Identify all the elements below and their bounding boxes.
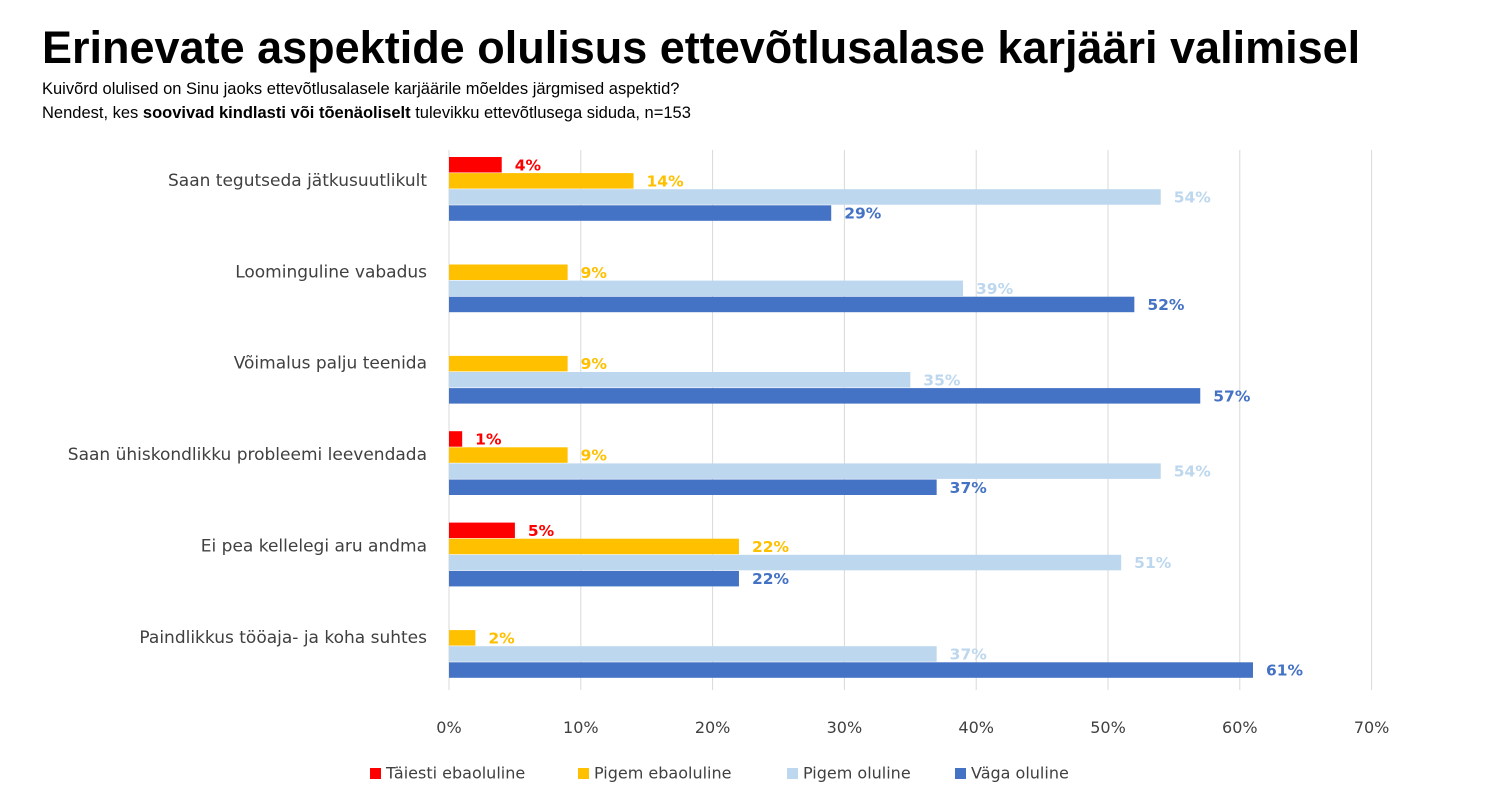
data-label: 4% — [515, 156, 542, 174]
bar-4 — [449, 479, 937, 495]
data-label: 54% — [1174, 188, 1212, 206]
data-label: 35% — [923, 371, 961, 389]
bar-3 — [449, 646, 937, 662]
bar-4 — [449, 205, 832, 221]
chart-title: Erinevate aspektide olulisus ettevõtlusa… — [42, 22, 1361, 73]
bar-2 — [449, 447, 568, 463]
bar-2 — [449, 355, 568, 372]
category-label: Ei pea kellelegi aru andma — [201, 537, 427, 557]
x-tick-label: 30% — [827, 718, 863, 737]
legend-swatch — [578, 768, 589, 779]
subtitle-sample-pre: Nendest, kes — [42, 104, 143, 122]
subtitle-sample-bold: soovivad kindlasti või tõenäoliselt — [142, 104, 411, 122]
chart-subtitle-question: Kuivõrd olulised on Sinu jaoks ettevõtlu… — [42, 80, 680, 98]
data-label: 54% — [1174, 463, 1212, 481]
bar-3 — [449, 280, 964, 297]
category-label: Loominguline vabadus — [235, 262, 427, 282]
x-tick-label: 20% — [695, 718, 731, 737]
data-label: 9% — [581, 447, 608, 465]
x-tick-label: 70% — [1354, 718, 1390, 737]
data-label: 14% — [647, 172, 685, 190]
bar-1 — [449, 157, 502, 173]
data-label: 37% — [950, 645, 988, 663]
bar-4 — [449, 662, 1253, 678]
subtitle-sample-post: tulevikku ettevõtlusega siduda, n=153 — [410, 104, 691, 122]
bar-1 — [449, 522, 515, 539]
legend-label: Väga oluline — [971, 764, 1069, 783]
x-tick-label: 10% — [563, 718, 599, 737]
data-label: 22% — [752, 570, 790, 588]
data-label: 2% — [488, 629, 515, 647]
bar-2 — [449, 538, 739, 555]
legend-label: Pigem ebaoluline — [594, 764, 731, 783]
bar-3 — [449, 189, 1161, 205]
data-label: 29% — [844, 205, 882, 223]
legend-swatch — [955, 768, 966, 779]
data-label: 52% — [1147, 296, 1185, 314]
chart-subtitle-sample: Nendest, kes soovivad kindlasti või tõen… — [42, 103, 691, 123]
data-label: 39% — [976, 280, 1014, 298]
x-tick-label: 40% — [958, 718, 994, 737]
category-label: Võimalus palju teenida — [234, 354, 427, 374]
bar-4 — [449, 296, 1135, 313]
legend-label: Pigem oluline — [803, 764, 911, 783]
x-tick-label: 60% — [1222, 718, 1258, 737]
bar-4 — [449, 388, 1201, 404]
legend-swatch — [787, 768, 798, 779]
bar-4 — [449, 570, 739, 587]
data-label: 9% — [581, 264, 608, 282]
data-label: 37% — [950, 479, 988, 497]
legend-label: Täiesti ebaoluline — [385, 764, 525, 783]
data-label: 9% — [581, 355, 608, 373]
category-label: Saan tegutseda jätkusuutlikult — [168, 171, 427, 191]
bar-2 — [449, 264, 568, 280]
data-label: 51% — [1134, 554, 1172, 572]
bar-2 — [449, 630, 476, 646]
bar-3 — [449, 463, 1161, 479]
data-label: 5% — [528, 522, 555, 540]
legend-swatch — [370, 768, 381, 779]
data-label: 22% — [752, 538, 790, 556]
bar-2 — [449, 173, 634, 189]
data-label: 61% — [1266, 662, 1304, 680]
data-label: 57% — [1213, 387, 1251, 405]
category-label: Paindlikkus tööaja- ja koha suhtes — [139, 628, 427, 648]
bar-1 — [449, 431, 463, 447]
bar-3 — [449, 372, 911, 388]
category-label: Saan ühiskondlikku probleemi leevendada — [68, 445, 427, 465]
data-label: 1% — [475, 430, 502, 448]
bar-3 — [449, 554, 1122, 571]
x-tick-label: 50% — [1090, 718, 1126, 737]
x-tick-label: 0% — [436, 718, 461, 737]
